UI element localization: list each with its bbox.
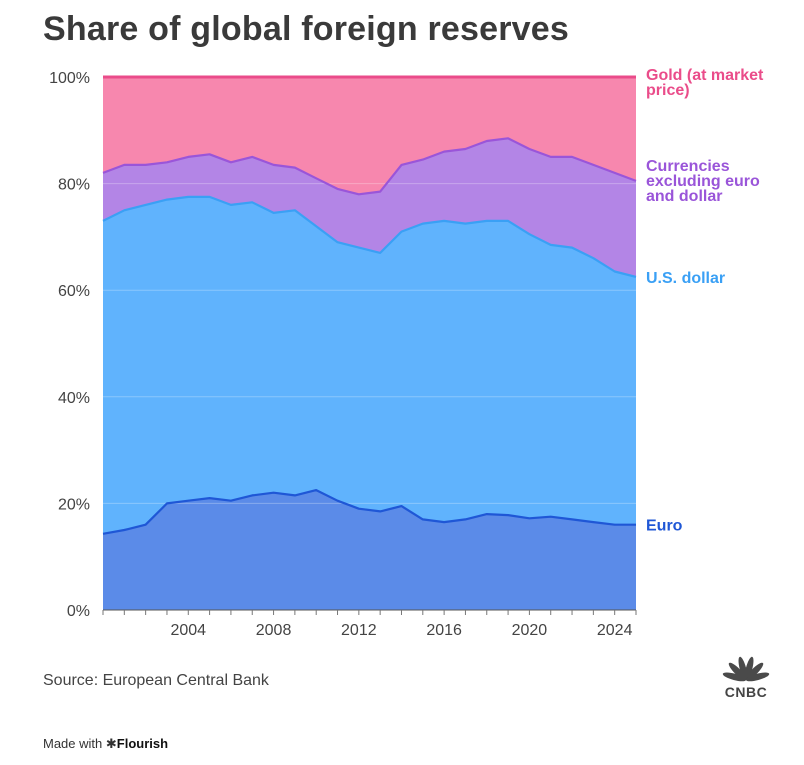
area-other-currencies — [103, 138, 636, 277]
line-usd — [102, 195, 637, 278]
x-tick-label: 2004 — [170, 622, 206, 639]
series-label-other-currencies: Currencies excluding euro and dollar — [646, 158, 760, 205]
chart-title: Share of global foreign reserves — [43, 10, 570, 48]
made-with-footer[interactable]: Made with ✱Flourish — [43, 736, 168, 752]
x-tick-label: 2012 — [341, 622, 377, 639]
y-tick-label: 60% — [58, 283, 90, 300]
cnbc-peacock-icon — [722, 656, 770, 682]
y-tick-label: 0% — [67, 603, 90, 620]
y-tick-label: 100% — [49, 70, 90, 87]
x-tick-label: 2016 — [426, 622, 462, 639]
x-tick-label: 2008 — [256, 622, 292, 639]
line-other-currencies — [102, 137, 637, 196]
series-label-usd: U.S. dollar — [646, 270, 725, 287]
stacked-area-chart: 2004 2008 2012 2016 2020 2024 0% 20% 40% 60% 80% 10… — [49, 67, 764, 639]
y-tick-label: 80% — [58, 177, 90, 194]
x-tick-label: 2020 — [512, 622, 548, 639]
flourish-brand: Flourish — [116, 736, 169, 751]
cnbc-wordmark: CNBC — [724, 684, 768, 700]
source-note: Source: European Central Bank — [43, 672, 269, 689]
area-usd — [103, 196, 636, 534]
made-with-text: Made with — [43, 736, 103, 751]
x-tick-label: 2024 — [597, 622, 633, 639]
series-label-gold: Gold (at market price) — [646, 67, 764, 99]
flourish-star-icon: ✱ — [105, 736, 117, 751]
cnbc-logo: CNBC — [718, 654, 774, 700]
y-tick-label: 40% — [58, 390, 90, 407]
y-tick-label: 20% — [58, 496, 90, 513]
series-label-euro: Euro — [646, 518, 683, 535]
area-euro — [103, 490, 636, 610]
line-euro — [102, 489, 636, 535]
area-gold — [103, 77, 636, 195]
